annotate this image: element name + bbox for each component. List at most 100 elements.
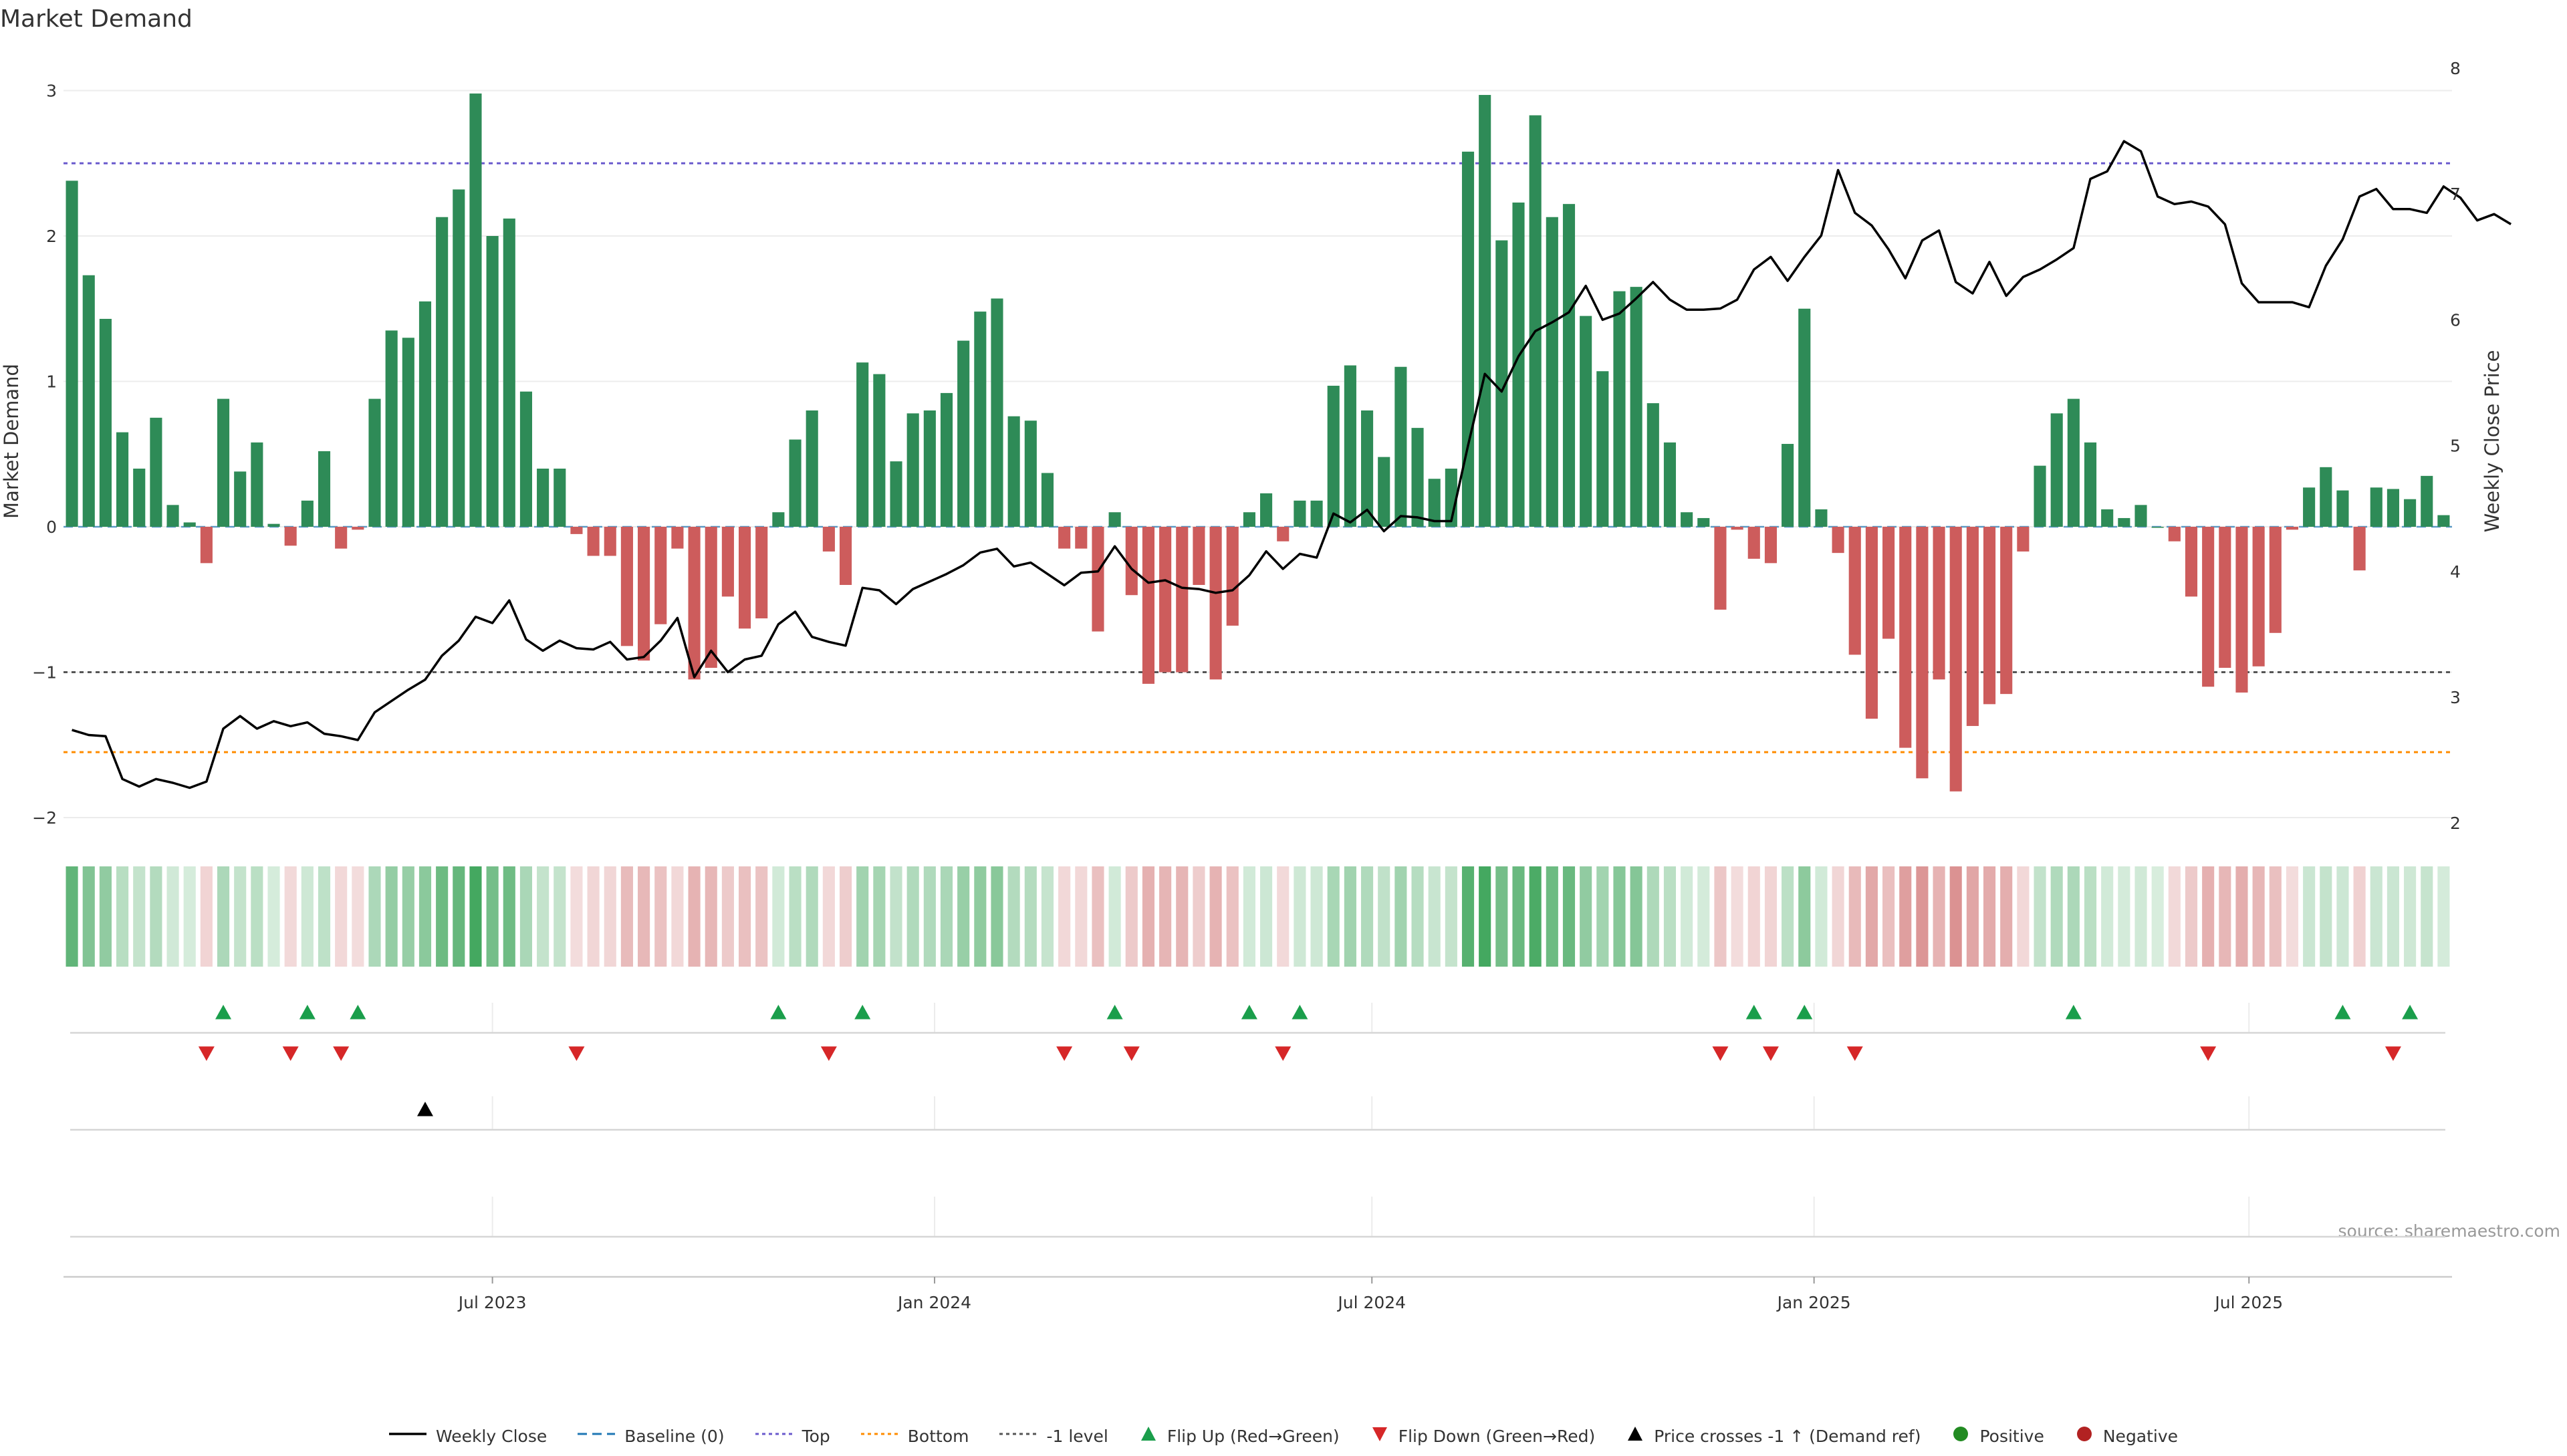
heat-cell <box>2202 866 2215 967</box>
heat-cell <box>1479 866 1491 967</box>
heat-cell <box>453 866 465 967</box>
demand-bars-layer <box>66 93 2450 792</box>
demand-bar <box>1277 527 1290 541</box>
heat-cell <box>923 866 936 967</box>
heat-cell <box>1848 866 1861 967</box>
demand-bar <box>1310 500 1323 527</box>
heat-cell <box>436 866 449 967</box>
demand-bar <box>1697 517 1710 527</box>
heat-cell <box>1193 866 1205 967</box>
heat-cell <box>739 866 751 967</box>
heat-cell <box>2000 866 2013 967</box>
demand-bar <box>1092 527 1104 632</box>
demand-bar <box>2168 527 2181 541</box>
heat-cell <box>1260 866 1273 967</box>
heat-cell <box>721 866 734 967</box>
heat-cell <box>890 866 902 967</box>
heat-cell <box>1058 866 1071 967</box>
price-line-layer <box>72 140 2512 790</box>
heat-cell <box>772 866 785 967</box>
heat-cell <box>789 866 802 967</box>
demand-bar <box>1428 479 1441 527</box>
demand-bar <box>486 236 499 527</box>
heat-cell <box>1949 866 1962 967</box>
heat-cell <box>1428 866 1441 967</box>
legend-label: Top <box>802 1426 830 1446</box>
demand-bar <box>957 340 970 527</box>
heat-cell <box>1108 866 1121 967</box>
demand-bar <box>654 527 667 624</box>
heat-cell <box>1815 866 1828 967</box>
demand-bar <box>1983 527 1996 705</box>
heat-cell <box>1041 866 1054 967</box>
demand-bar <box>2101 509 2114 527</box>
flip-up-marker <box>1745 1005 1762 1019</box>
heat-cell <box>301 866 314 967</box>
heat-cell <box>2303 866 2316 967</box>
flip-down-marker <box>1712 1046 1729 1061</box>
heat-cell <box>1983 866 1996 967</box>
demand-bar <box>1058 527 1071 549</box>
flip-up-marker <box>1106 1005 1123 1019</box>
demand-bar <box>251 442 263 527</box>
heat-cell <box>1445 866 1457 967</box>
heat-cell <box>806 866 818 967</box>
demand-bar <box>705 527 717 668</box>
demand-bar <box>554 469 566 527</box>
demand-bar <box>570 527 583 534</box>
heat-cell <box>1613 866 1626 967</box>
legend-label: Flip Down (Green→Red) <box>1398 1426 1596 1446</box>
demand-bar <box>1966 527 1979 726</box>
demand-bar <box>133 469 146 527</box>
source-note: source: sharemaestro.com <box>2338 1221 2561 1241</box>
heat-cell <box>2101 866 2114 967</box>
demand-bar <box>150 417 162 527</box>
demand-bar <box>1394 366 1407 527</box>
heat-cell <box>1596 866 1609 967</box>
chart-title: Market Demand <box>0 5 193 33</box>
demand-bar <box>789 439 802 527</box>
heat-cell <box>1731 866 1743 967</box>
positive-legend-swatch <box>1951 1425 1970 1447</box>
demand-bar <box>519 391 533 527</box>
y-tick-label: 2 <box>46 227 57 246</box>
demand-bar <box>1193 527 1205 585</box>
heat-cell <box>1966 866 1979 967</box>
heat-cell <box>133 866 146 967</box>
demand-bar <box>368 398 381 527</box>
flip-down-marker <box>2385 1046 2401 1061</box>
heat-cell <box>554 866 566 967</box>
demand-bar <box>1562 204 1576 527</box>
demand-bar <box>1243 512 1255 527</box>
heat-cell <box>99 866 112 967</box>
heat-cell <box>1176 866 1189 967</box>
flip-down-marker <box>2200 1046 2217 1061</box>
demand-bar <box>1596 371 1609 527</box>
demand-bar <box>1747 527 1760 559</box>
demand-bar <box>890 461 902 527</box>
heat-cell <box>1360 866 1374 967</box>
heat-cell <box>469 866 482 967</box>
heat-cell <box>1310 866 1323 967</box>
demand-bar <box>200 527 213 564</box>
heat-cell <box>2286 866 2299 967</box>
heat-cell <box>1092 866 1104 967</box>
heat-cell <box>1075 866 1088 967</box>
heat-cell <box>1697 866 1710 967</box>
legend-label: -1 level <box>1046 1426 1108 1446</box>
heat-cell <box>822 866 835 967</box>
heat-cell <box>234 866 247 967</box>
heat-cell <box>183 866 196 967</box>
heat-cell <box>1865 866 1878 967</box>
demand-bar <box>1546 217 1558 527</box>
demand-bar <box>469 93 482 527</box>
demand-bar <box>1949 527 1962 792</box>
flip-up-legend-swatch <box>1139 1425 1158 1447</box>
legend-item-top: Top <box>755 1425 830 1447</box>
heat-cell <box>638 866 650 967</box>
demand-bar <box>1580 316 1592 527</box>
heat-cell <box>486 866 499 967</box>
y2-tick-label: 6 <box>2450 310 2461 330</box>
heat-cell <box>1663 866 1677 967</box>
heat-cell <box>1495 866 1508 967</box>
